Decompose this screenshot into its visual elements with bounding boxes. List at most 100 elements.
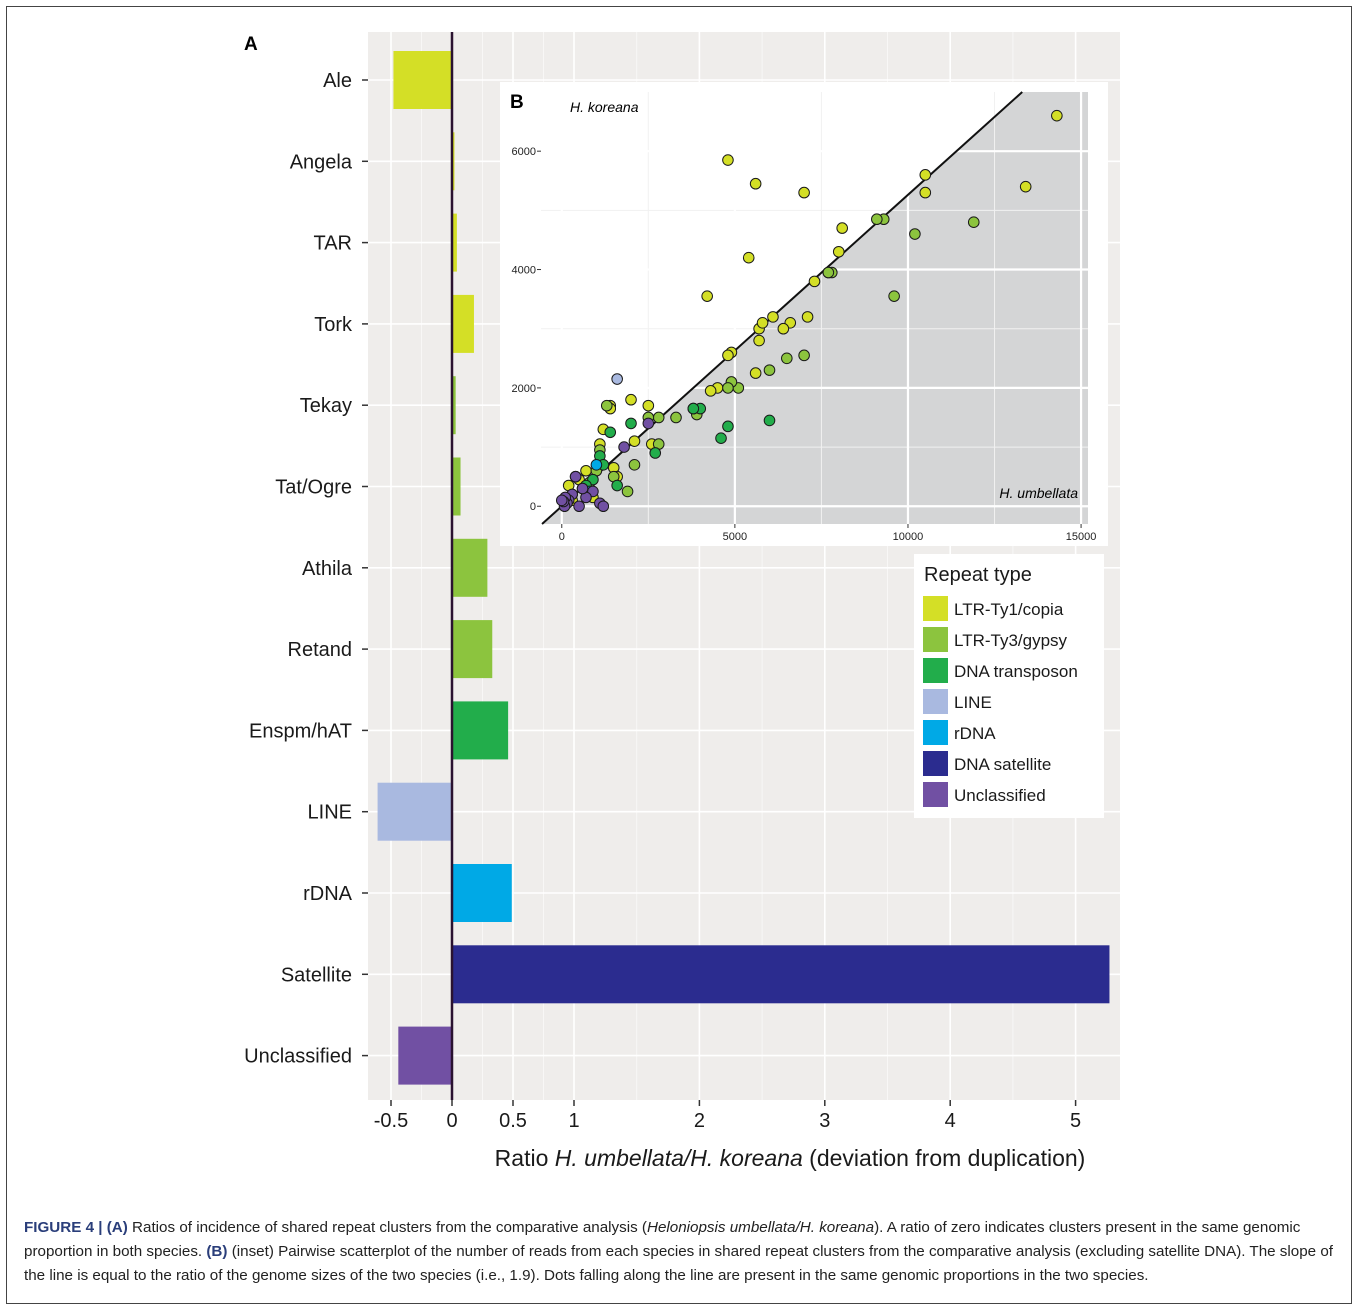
point-ltr-ty3-gypsy bbox=[670, 411, 682, 424]
caption-figure-label: FIGURE 4 | bbox=[24, 1219, 107, 1236]
point-ltr-ty1-copia bbox=[836, 222, 848, 234]
legend-items: LTR-Ty1/copia LTR-Ty3/gypsy DNA transposon… bbox=[923, 596, 1078, 807]
legend-swatch-line bbox=[923, 689, 948, 714]
x-tick-label: 0.5 bbox=[499, 1110, 527, 1132]
bar-chart-bars bbox=[377, 51, 1110, 1085]
point-ltr-ty1-copia bbox=[742, 251, 755, 264]
point-unclassified bbox=[573, 500, 585, 513]
point-ltr-ty1-copia bbox=[701, 290, 713, 302]
point-ltr-ty3-gypsy bbox=[621, 485, 634, 498]
point-ltr-ty3-gypsy bbox=[652, 411, 665, 424]
caption-part-a-text-end: ). A ratio of zero indicates clusters pr… bbox=[24, 1219, 1301, 1261]
bar-satellite bbox=[452, 945, 1110, 1004]
legend-label-ltr-ty3-gypsy: LTR-Ty3/gypsy bbox=[954, 631, 1068, 650]
point-dna-transposon bbox=[625, 417, 637, 430]
point-dna-transposon bbox=[763, 414, 776, 427]
point-ltr-ty1-copia bbox=[580, 464, 592, 477]
scatter-ticks: 0 2000 4000 6000 0 5000 10000 15000 bbox=[512, 146, 1097, 543]
point-ltr-ty1-copia bbox=[801, 311, 814, 323]
legend-swatch-dna-transposon bbox=[923, 658, 948, 683]
legend-label-rdna: rDNA bbox=[954, 724, 996, 743]
legend-swatch-rdna bbox=[923, 720, 948, 745]
bar-ale bbox=[393, 51, 452, 109]
x-tick-label: 10000 bbox=[893, 531, 924, 543]
point-dna-transposon bbox=[687, 402, 700, 415]
category-label-tork: Tork bbox=[314, 314, 353, 336]
caption-part-a-label: (A) bbox=[106, 1219, 128, 1236]
legend-box bbox=[914, 554, 1104, 818]
y-tick-label: 2000 bbox=[512, 383, 536, 395]
y-tick-label: 4000 bbox=[512, 265, 536, 277]
category-label-enspm-hat: Enspm/hAT bbox=[249, 720, 352, 742]
point-ltr-ty1-copia bbox=[1051, 109, 1063, 122]
legend-label-unclassified: Unclassified bbox=[954, 786, 1046, 805]
point-ltr-ty3-gypsy bbox=[822, 266, 835, 279]
point-unclassified bbox=[555, 494, 568, 507]
point-ltr-ty3-gypsy bbox=[763, 364, 776, 376]
x-tick-label: -0.5 bbox=[374, 1110, 408, 1132]
point-ltr-ty1-copia bbox=[832, 245, 845, 258]
caption-part-a-text: Ratios of incidence of shared repeat clu… bbox=[127, 1219, 647, 1236]
x-tick-label: 5 bbox=[1070, 1110, 1081, 1132]
point-ltr-ty1-copia bbox=[628, 435, 641, 447]
point-ltr-ty1-copia bbox=[753, 334, 765, 347]
inset-scatter-panel: B 0 2000 4000 6000 0 5000 10000 15000 H. korean… bbox=[500, 82, 1108, 546]
point-dna-transposon bbox=[649, 447, 662, 459]
point-ltr-ty3-gypsy bbox=[967, 216, 980, 228]
point-dna-transposon bbox=[715, 432, 727, 444]
legend-label-line: LINE bbox=[954, 693, 992, 712]
x-tick-label: 1 bbox=[568, 1110, 579, 1132]
bar-rdna bbox=[452, 864, 512, 922]
x-tick-label: 0 bbox=[446, 1110, 457, 1132]
point-ltr-ty1-copia bbox=[722, 349, 734, 362]
point-ltr-ty1-copia bbox=[749, 367, 762, 379]
point-line bbox=[611, 373, 623, 385]
point-dna-transposon bbox=[722, 420, 734, 433]
point-ltr-ty3-gypsy bbox=[909, 228, 921, 240]
point-unclassified bbox=[576, 482, 589, 495]
caption-part-b-text: (inset) Pairwise scatterplot of the numb… bbox=[24, 1243, 1334, 1285]
point-ltr-ty3-gypsy bbox=[722, 382, 734, 394]
x-tick-label: 5000 bbox=[723, 531, 747, 543]
bar-tar bbox=[452, 213, 457, 272]
bar-tekay bbox=[452, 376, 456, 435]
category-label-tar: TAR bbox=[313, 233, 352, 255]
point-ltr-ty1-copia bbox=[704, 385, 717, 397]
category-label-retand: Retand bbox=[288, 639, 353, 661]
category-label-rdna: rDNA bbox=[303, 883, 353, 905]
point-ltr-ty1-copia bbox=[749, 177, 762, 190]
point-ltr-ty1-copia bbox=[777, 322, 790, 335]
y-tick-label: 6000 bbox=[512, 146, 536, 158]
point-dna-transposon bbox=[604, 426, 617, 439]
scatter-y-axis-name: H. koreana bbox=[570, 99, 639, 115]
bar-unclassified bbox=[398, 1026, 452, 1085]
legend-swatch-ltr-ty3-gypsy bbox=[923, 627, 948, 652]
y-tick-label: 0 bbox=[530, 501, 536, 513]
bar-tat-ogre bbox=[452, 457, 461, 516]
legend-swatch-unclassified bbox=[923, 782, 948, 807]
category-label-ale: Ale bbox=[323, 70, 352, 92]
point-ltr-ty1-copia bbox=[767, 311, 779, 323]
bar-chart-x-axis-label: Ratio H. umbellata/H. koreana (deviation… bbox=[495, 1145, 1086, 1171]
panel-b-label: B bbox=[510, 92, 524, 113]
figure-caption: FIGURE 4 | (A) Ratios of incidence of sh… bbox=[24, 1216, 1340, 1288]
legend-label-dna-transposon: DNA transposon bbox=[954, 662, 1078, 681]
point-unclassified bbox=[569, 470, 582, 483]
legend-label-dna-satellite: DNA satellite bbox=[954, 755, 1051, 774]
category-label-unclassified: Unclassified bbox=[244, 1046, 352, 1068]
bar-chart-category-labels: Ale Angela TAR Tork Tekay Tat/Ogre Athila Retan… bbox=[244, 70, 368, 1068]
point-ltr-ty1-copia bbox=[1019, 180, 1032, 193]
point-ltr-ty3-gypsy bbox=[600, 399, 613, 412]
bar-athila bbox=[452, 538, 488, 597]
panel-a-label: A bbox=[244, 34, 258, 55]
point-ltr-ty1-copia bbox=[642, 399, 655, 412]
point-ltr-ty1-copia bbox=[625, 393, 637, 406]
category-label-angela: Angela bbox=[290, 151, 353, 173]
point-ltr-ty1-copia bbox=[919, 169, 932, 181]
point-ltr-ty3-gypsy bbox=[871, 213, 883, 226]
bar-line bbox=[377, 782, 452, 841]
bar-enspm-hat bbox=[452, 701, 509, 760]
point-ltr-ty3-gypsy bbox=[628, 459, 641, 471]
x-tick-label: 0 bbox=[559, 531, 565, 543]
point-ltr-ty1-copia bbox=[919, 186, 932, 199]
